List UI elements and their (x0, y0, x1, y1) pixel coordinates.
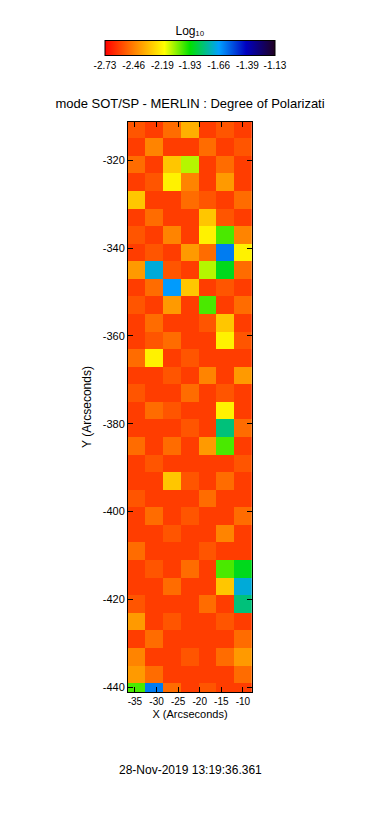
svg-text:-2.73: -2.73 (94, 60, 117, 71)
svg-text:Y (Arcseconds): Y (Arcseconds) (80, 366, 94, 448)
svg-text:-2.46: -2.46 (122, 60, 145, 71)
svg-text:-25: -25 (171, 696, 186, 707)
svg-text:-1.66: -1.66 (207, 60, 230, 71)
svg-text:-20: -20 (192, 696, 207, 707)
svg-text:-440: -440 (103, 681, 125, 693)
svg-text:-380: -380 (103, 418, 125, 430)
svg-text:Log₁₀: Log₁₀ (175, 24, 204, 38)
svg-text:-2.19: -2.19 (151, 60, 174, 71)
svg-text:28-Nov-2019 13:19:36.361: 28-Nov-2019 13:19:36.361 (119, 763, 262, 777)
svg-text:-340: -340 (103, 242, 125, 254)
svg-text:-400: -400 (103, 505, 125, 517)
svg-text:-30: -30 (149, 696, 164, 707)
svg-text:X (Arcseconds): X (Arcseconds) (152, 708, 227, 720)
svg-text:-1.93: -1.93 (179, 60, 202, 71)
svg-text:-1.13: -1.13 (264, 60, 287, 71)
svg-text:mode SOT/SP - MERLIN : Degree: mode SOT/SP - MERLIN : Degree of Polariz… (55, 96, 324, 111)
svg-text:-35: -35 (128, 696, 143, 707)
svg-text:-10: -10 (236, 696, 251, 707)
svg-text:-360: -360 (103, 330, 125, 342)
svg-text:-1.39: -1.39 (236, 60, 259, 71)
svg-text:-420: -420 (103, 593, 125, 605)
svg-text:-15: -15 (214, 696, 229, 707)
svg-text:-320: -320 (103, 154, 125, 166)
